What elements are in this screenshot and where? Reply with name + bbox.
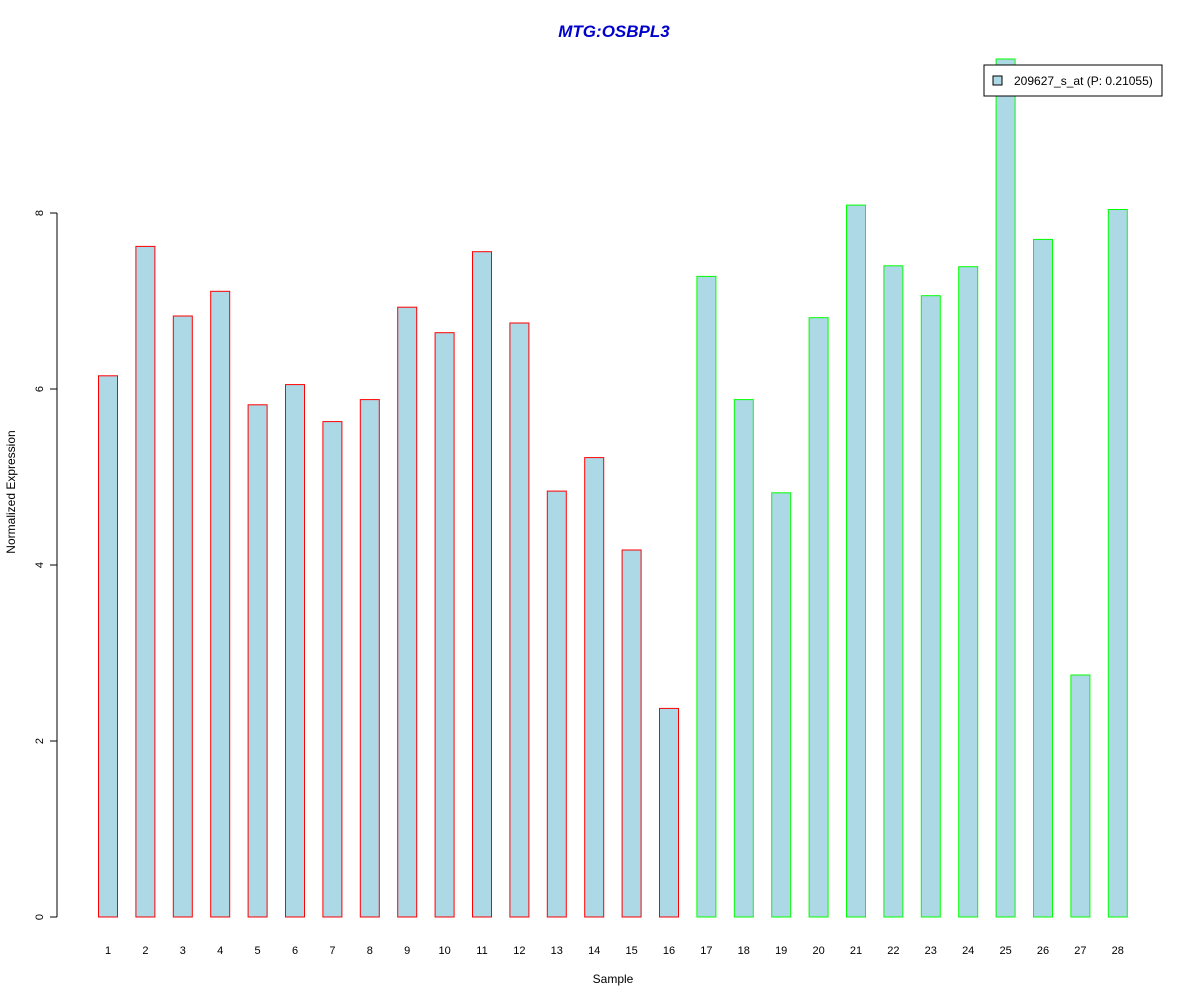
x-tick-label: 19 xyxy=(775,945,787,957)
x-tick-label: 17 xyxy=(700,945,712,957)
legend: 209627_s_at (P: 0.21055) xyxy=(983,64,1163,97)
bar-sample-7 xyxy=(322,421,343,918)
x-tick-label: 2 xyxy=(142,945,148,957)
bar-sample-27 xyxy=(1070,674,1091,918)
x-axis-title: Sample xyxy=(593,972,634,986)
x-tick-label: 5 xyxy=(255,945,261,957)
bar-sample-10 xyxy=(434,332,455,918)
bar-sample-4 xyxy=(210,290,231,918)
bar-sample-26 xyxy=(1033,238,1053,918)
x-tick-label: 3 xyxy=(180,945,186,957)
x-tick-label: 23 xyxy=(925,945,937,957)
bar-sample-3 xyxy=(172,315,193,918)
x-tick-label: 28 xyxy=(1112,945,1124,957)
x-tick-label: 13 xyxy=(551,945,563,957)
x-tick-label: 4 xyxy=(217,945,223,957)
x-tick-label: 8 xyxy=(367,945,373,957)
x-tick-label: 26 xyxy=(1037,945,1049,957)
x-tick-label: 22 xyxy=(887,945,899,957)
x-tick-label: 10 xyxy=(438,945,450,957)
y-tick-label: 4 xyxy=(34,562,46,568)
x-tick-label: 18 xyxy=(738,945,750,957)
bar-sample-9 xyxy=(397,306,418,918)
x-tick-label: 27 xyxy=(1074,945,1086,957)
x-tick-label: 9 xyxy=(404,945,410,957)
bar-sample-6 xyxy=(285,384,305,918)
bar-sample-5 xyxy=(247,404,268,918)
x-tick-label: 24 xyxy=(962,945,974,957)
x-tick-label: 20 xyxy=(812,945,824,957)
bar-sample-15 xyxy=(621,549,642,918)
x-tick-label: 15 xyxy=(625,945,637,957)
bar-sample-25 xyxy=(995,58,1016,918)
bar-sample-13 xyxy=(546,490,567,918)
legend-box xyxy=(983,64,1163,97)
y-axis: 0 2 4 6 8 xyxy=(34,210,58,920)
y-tick-label: 6 xyxy=(34,386,46,392)
x-tick-label: 14 xyxy=(588,945,600,957)
bar-sample-16 xyxy=(659,707,679,918)
x-tick-label: 25 xyxy=(999,945,1011,957)
chart-title: MTG:OSBPL3 xyxy=(558,22,670,41)
bar-sample-28 xyxy=(1107,209,1128,918)
bar-sample-12 xyxy=(509,322,530,918)
bar-sample-21 xyxy=(846,204,866,918)
x-tick-label: 6 xyxy=(292,945,298,957)
x-tick-label: 21 xyxy=(850,945,862,957)
bar-sample-8 xyxy=(359,399,380,918)
y-tick-label: 8 xyxy=(34,210,46,216)
bar-sample-24 xyxy=(958,266,979,918)
x-tick-label: 1 xyxy=(105,945,111,957)
x-tick-label: 7 xyxy=(329,945,335,957)
bar-sample-1 xyxy=(98,375,118,918)
bars-group xyxy=(98,58,1128,918)
bar-sample-11 xyxy=(472,251,492,918)
y-tick-label: 0 xyxy=(34,914,46,920)
legend-swatch xyxy=(992,75,1003,86)
x-tick-label: 12 xyxy=(513,945,525,957)
y-axis-title: Normalized Expression xyxy=(4,430,18,553)
legend-label: 209627_s_at (P: 0.21055) xyxy=(1014,74,1153,88)
x-tick-label: 16 xyxy=(663,945,675,957)
bar-sample-19 xyxy=(771,492,792,918)
bar-sample-23 xyxy=(920,295,941,918)
bar-sample-17 xyxy=(696,275,717,918)
x-tick-label: 11 xyxy=(476,945,487,957)
bar-sample-20 xyxy=(808,317,829,918)
bar-sample-18 xyxy=(733,399,754,918)
bar-sample-14 xyxy=(584,457,605,918)
bar-sample-22 xyxy=(883,265,904,918)
y-tick-label: 2 xyxy=(34,738,46,744)
bar-sample-2 xyxy=(135,245,156,918)
x-tick-labels: 1 2 3 4 5 6 7 8 9 10 11 12 13 14 15 16 17 18 19 20 21 22 23 24 2… xyxy=(105,945,1124,957)
